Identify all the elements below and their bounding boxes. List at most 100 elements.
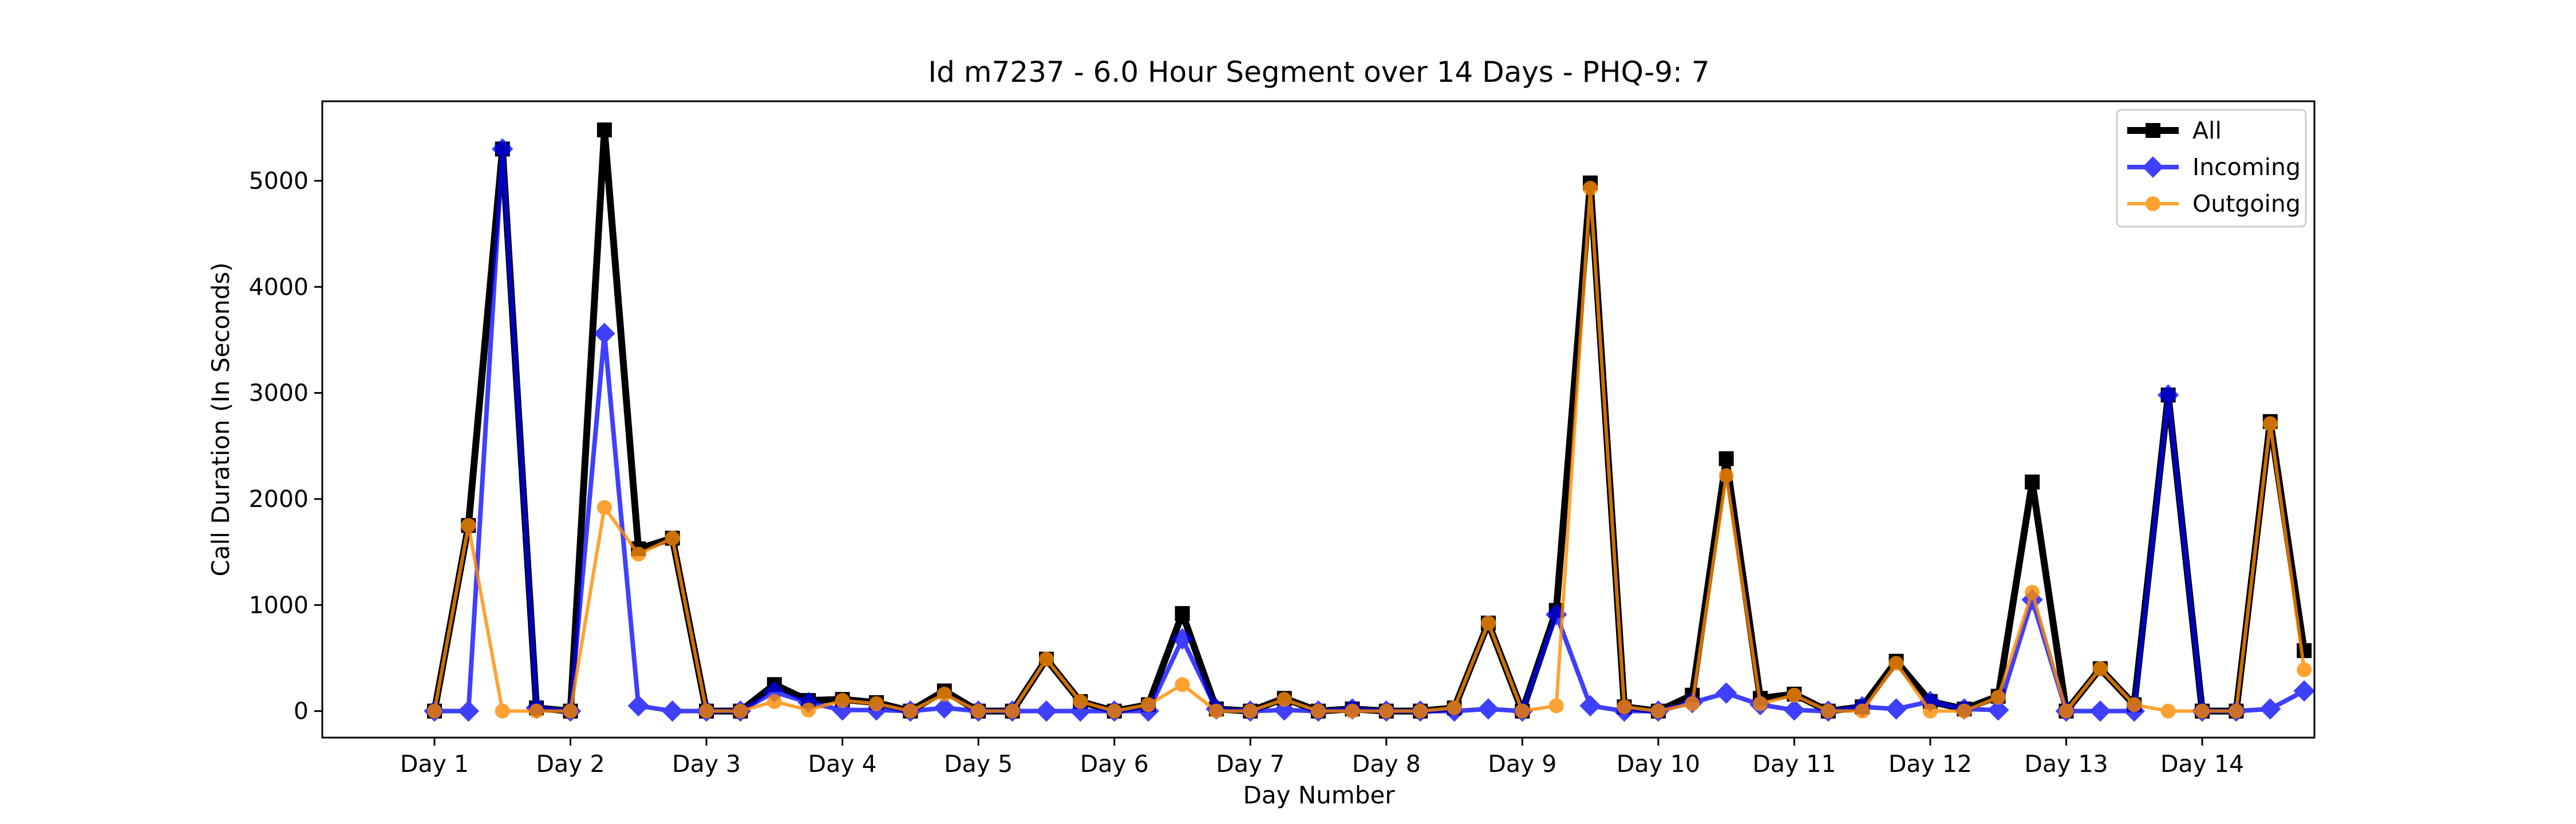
x-tick-label: Day 7 [1216,750,1285,778]
data-point-outgoing [903,703,918,719]
data-point-outgoing [1480,615,1496,631]
data-point-outgoing [1957,703,1972,719]
data-point-outgoing [2059,703,2074,719]
data-point-incoming [627,695,650,717]
data-point-outgoing [2092,661,2108,676]
data-point-outgoing [699,703,714,719]
data-point-outgoing [495,703,510,719]
data-point-outgoing [563,703,578,719]
data-point-outgoing [1718,468,1734,484]
data-point-outgoing [1378,703,1394,719]
data-point-outgoing [596,500,612,515]
data-point-outgoing [1447,700,1462,716]
data-point-incoming [1715,682,1737,704]
data-point-outgoing [2127,697,2142,712]
data-point-outgoing [2229,703,2244,719]
x-axis-label: Day Number [1243,781,1395,809]
x-tick-label: Day 1 [400,750,469,778]
data-point-all [2297,643,2312,659]
y-tick-label: 3000 [249,379,309,407]
data-point-incoming [1783,699,1805,721]
legend-label: All [2192,117,2222,144]
plot-frame [321,100,2316,739]
data-point-outgoing [426,703,442,719]
data-point-outgoing [1208,703,1224,719]
data-point-outgoing [1753,696,1768,711]
data-point-outgoing [1311,703,1326,719]
data-point-outgoing [1685,696,1700,711]
data-point-incoming [1987,699,2009,721]
data-point-outgoing [1820,703,1836,719]
data-point-outgoing [1175,677,1190,692]
y-tick-label: 1000 [249,591,309,619]
data-point-outgoing [1990,690,2006,705]
data-point-incoming [1273,699,1295,721]
data-point-outgoing [665,530,680,546]
data-point-all [1175,606,1190,621]
data-point-incoming [1036,700,1057,722]
data-point-incoming [934,697,955,719]
data-point-outgoing [733,703,748,719]
legend-marker [2146,123,2160,138]
data-point-outgoing [868,696,884,711]
data-point-outgoing [1073,694,1088,709]
data-point-incoming [1171,628,1194,650]
data-point-outgoing [1345,703,1360,719]
data-point-outgoing [1922,703,1938,719]
x-tick-label: Day 3 [672,750,741,778]
data-point-outgoing [1548,698,1564,714]
data-point-outgoing [1005,703,1020,719]
legend-label: Incoming [2192,153,2301,181]
x-tick-label: Day 11 [1752,750,1836,778]
y-tick-label: 0 [294,698,309,725]
data-point-outgoing [1888,656,1904,671]
data-point-outgoing [1141,697,1156,712]
data-point-outgoing [461,518,476,533]
x-tick-label: Day 13 [2024,750,2108,778]
data-point-outgoing [2262,416,2278,431]
x-tick-label: Day 14 [2160,750,2244,778]
data-point-outgoing [1583,180,1598,196]
legend-entry-incoming [2127,156,2179,178]
data-point-outgoing [937,687,952,702]
legend: All Incoming Outgoing [2116,109,2307,228]
y-axis-label: Call Duration (In Seconds) [207,262,235,576]
data-point-incoming [2089,700,2111,722]
legend-entries: All Incoming Outgoing [2127,117,2301,217]
data-point-all [2025,474,2040,490]
legend-marker [2146,196,2160,211]
x-tick-label: Day 9 [1488,750,1556,778]
data-point-outgoing [2297,662,2312,678]
data-point-outgoing [529,703,544,719]
data-point-outgoing [1515,703,1530,719]
data-point-incoming [457,700,480,722]
data-point-outgoing [1650,703,1666,719]
series-layer [424,122,2315,722]
data-point-incoming [594,323,615,344]
data-point-outgoing [767,694,782,709]
data-point-outgoing [1243,703,1258,719]
y-tick-label: 2000 [249,485,309,513]
data-point-outgoing [2160,703,2176,719]
x-axis-ticks: Day 1 Day 2 Day 3 Day 4 Day 5 Day 6 Day 7 Day 8… [400,738,2244,778]
data-point-all [596,122,612,138]
data-point-outgoing [2195,703,2210,719]
data-point-incoming [661,700,683,722]
data-point-outgoing [631,546,646,562]
legend-box [2116,109,2307,228]
legend-entry-all [2127,123,2179,138]
data-point-outgoing [1107,703,1122,719]
x-tick-label: Day 2 [536,750,605,778]
data-point-outgoing [2025,585,2040,600]
y-tick-label: 4000 [249,273,309,300]
x-tick-label: Day 8 [1352,750,1421,778]
data-point-outgoing [971,703,986,719]
data-point-incoming [1885,698,1907,720]
data-point-incoming [2293,680,2315,702]
data-point-outgoing [835,693,850,708]
chart-title: Id m7237 - 6.0 Hour Segment over 14 Days… [928,56,1709,89]
x-tick-label: Day 5 [944,750,1013,778]
y-tick-label: 5000 [249,167,309,195]
legend-marker [2142,156,2164,178]
